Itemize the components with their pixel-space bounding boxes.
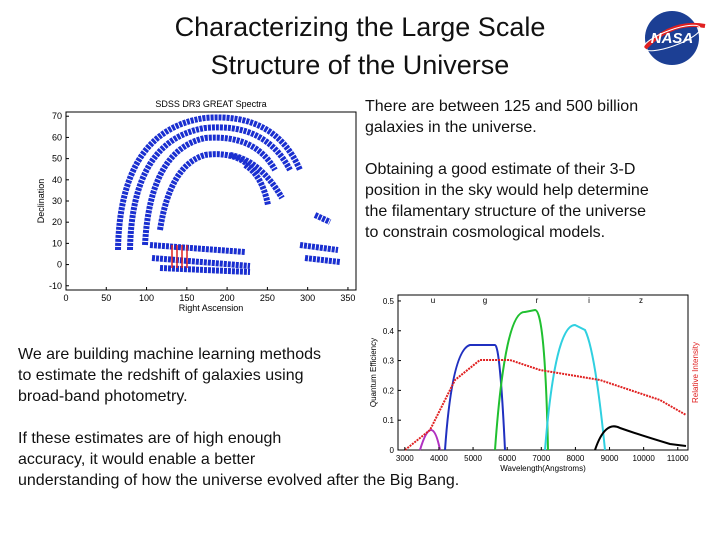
x-tick-label: 350 [340,293,355,303]
x-tick-label: 100 [139,293,154,303]
x-tick-label: 250 [260,293,275,303]
y-tick-label: 0.5 [383,297,395,306]
highlight [171,245,188,268]
x-tick-label: 200 [220,293,235,303]
line: We are building machine learning methods [18,346,321,363]
sky-plot: 0 50 100 150 200 250 300 350-10010203040506070S… [36,99,357,313]
x-tick-label: 50 [101,293,111,303]
y-tick-label: 0.2 [383,386,395,395]
slide-title: Characterizing the Large Scale Structure… [110,8,610,84]
x-axis-label: Right Ascension [179,303,244,313]
x-tick-label: 8000 [567,454,585,463]
y-tick-label: 20 [52,217,62,227]
x-tick-label: 9000 [601,454,619,463]
y2-axis-label: Relative Intensity [691,342,700,403]
survey-stripes [115,114,341,275]
x-tick-label: 300 [300,293,315,303]
x-tick-label: 6000 [498,454,516,463]
x-tick-label: 150 [179,293,194,303]
band-label: z [639,296,643,305]
band-label: g [483,296,487,305]
y-tick-label: 0.4 [383,327,395,336]
nasa-logo: NASA [643,11,706,65]
line: Obtaining a good estimate of their 3-D [365,161,636,178]
line: to constrain cosmological models. [365,224,606,241]
y-axis-label: Quantum Efficiency [369,338,378,407]
y-tick-label: 50 [52,154,62,164]
line: the filamentary structure of the univers… [365,203,647,220]
y-tick-label: -10 [49,281,62,291]
paragraph-left: We are building machine learning methods… [18,344,459,491]
band-label: i [588,296,590,305]
y-tick-label: 10 [52,238,62,248]
title-line: Structure of the Universe [210,50,510,80]
line: position in the sky would help determine [365,182,649,199]
y-tick-label: 40 [52,175,62,185]
x-tick-label: 7000 [532,454,550,463]
line: galaxies in the universe. [365,119,537,136]
x-tick-label: 11000 [667,454,689,463]
y-tick-label: 0 [57,260,62,270]
line: broad-band photometry. [18,388,188,405]
x-axis-label: Wavelength(Angstroms) [500,464,586,473]
x-tick-label: 10000 [633,454,656,463]
line: If these estimates are of high enough [18,430,282,447]
filter-curves [404,308,687,451]
y-tick-label: 70 [52,111,62,121]
x-tick-label: 4000 [430,454,448,463]
x-tick-label: 3000 [396,454,414,463]
line: understanding of how the universe evolve… [18,472,460,489]
line: accuracy, it would enable a better [18,451,256,468]
y-tick-label: 0.3 [383,357,395,366]
y-tick-label: 30 [52,196,62,206]
y-tick-label: 0.1 [383,416,395,425]
x-tick-label: 0 [63,293,68,303]
line: There are between 125 and 500 billion [365,98,639,115]
logo-text: NASA [651,30,694,47]
band-label: r [536,296,539,305]
y-tick-label: 60 [52,132,62,142]
title-line: Characterizing the Large Scale [174,12,546,42]
band-label: u [431,296,435,305]
paragraph-right: There are between 125 and 500 billion ga… [365,96,649,243]
line: to estimate the redshift of galaxies usi… [18,367,304,384]
figure-title: SDSS DR3 GREAT Spectra [155,99,266,109]
x-tick-label: 5000 [464,454,482,463]
y-axis-label: Declination [36,179,46,224]
filter-plot: 3000 4000 5000 6000 7000 8000 9000 10000 11000 0 0… [369,294,700,473]
y-tick-label: 0 [390,446,395,455]
